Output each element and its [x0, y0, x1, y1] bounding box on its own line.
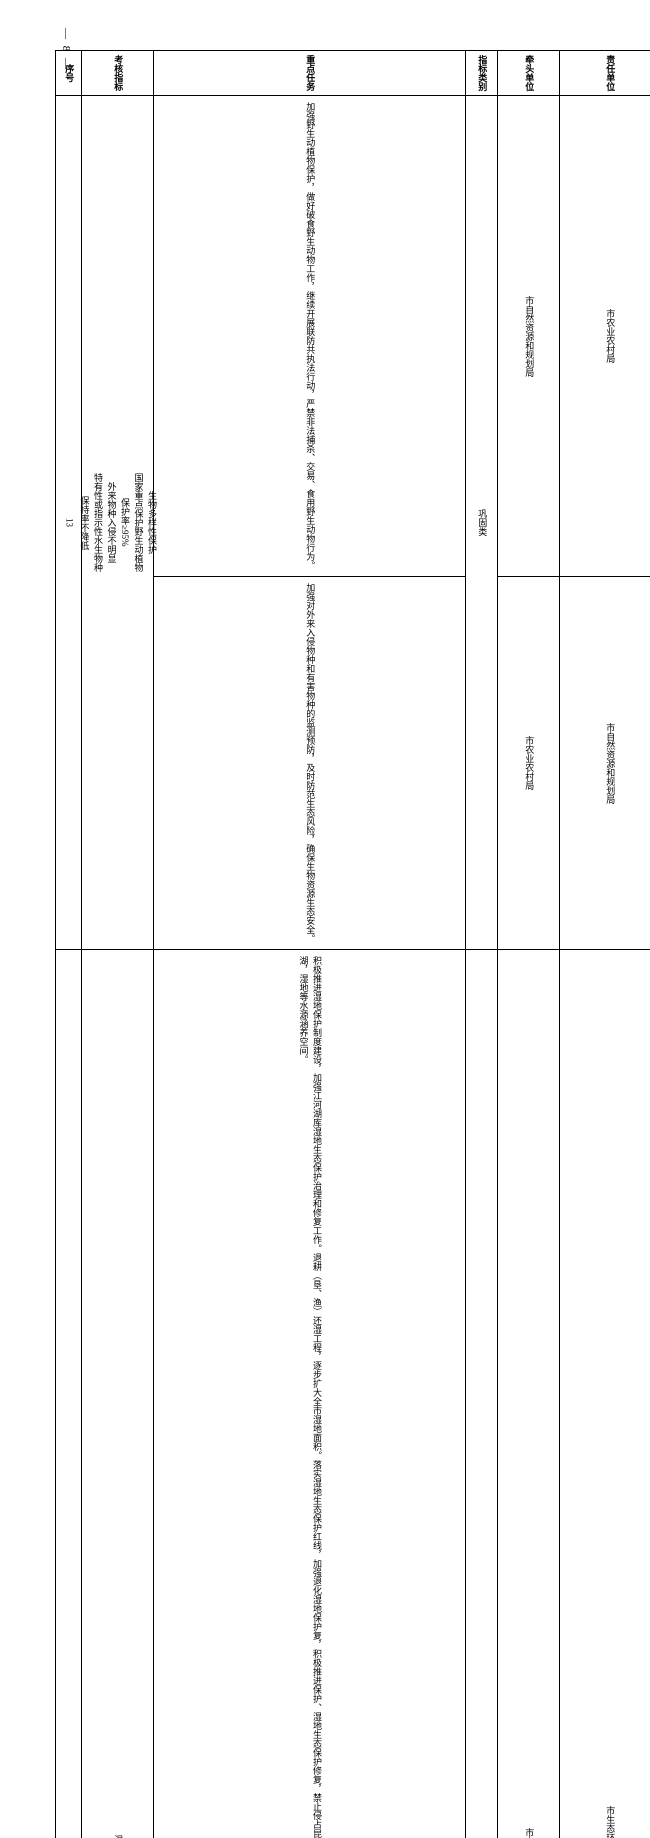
header-task: 重点任务: [154, 51, 466, 96]
header-resp: 责任单位: [560, 51, 650, 96]
cell-resp: 市生态环境局，市水利和湖泊局: [560, 950, 650, 1838]
cell-resp: 市自然资源和规划局: [560, 577, 650, 950]
table-header-row: 序号 考核指标 重点任务 指标类别 牵头单位 责任单位: [56, 51, 650, 96]
header-indicator: 考核指标: [82, 51, 154, 96]
cell-lead: 市自然资源和规划局: [498, 96, 560, 577]
header-lead: 牵头单位: [498, 51, 560, 96]
page-number: — 8 —: [60, 28, 72, 71]
table-row: 14 湿地保护率≥30% 积极推进湿地保护制度建设，加强江河湖库湿地生态保护治理…: [56, 950, 650, 1838]
cell-type: 巩固类: [466, 950, 498, 1838]
cell-indicator: 湿地保护率≥30%: [82, 950, 154, 1838]
cell-lead: 市农业农村局: [498, 577, 560, 950]
cell-resp: 市农业农村局: [560, 96, 650, 577]
cell-task: 积极推进湿地保护制度建设，加强江河湖库湿地生态保护治理和修复工作。退耕（垦、渔）…: [154, 950, 466, 1838]
cell-task: 加强对外来入侵物种和有害物种的监测预防，及时防范生态风险，确保生物资源生态安全。: [154, 577, 466, 950]
cell-indicator: 生物多样性保护 国家重点保护野生动植物 保护率≥95% 外来物种入侵不明显 特有…: [82, 96, 154, 950]
cell-task: 加强野生动植物保护，做好破食野生动物工作，继续开展联防共执法行动，严禁非法捕杀、…: [154, 96, 466, 577]
cell-type: 巩固类: [466, 96, 498, 950]
header-type: 指标类别: [466, 51, 498, 96]
policy-table: 序号 考核指标 重点任务 指标类别 牵头单位 责任单位 13 生物多样性保护 国…: [55, 50, 650, 1838]
cell-seq: 14: [56, 950, 82, 1838]
cell-lead: 市自然资源和规划局: [498, 950, 560, 1838]
table-row: 13 生物多样性保护 国家重点保护野生动植物 保护率≥95% 外来物种入侵不明显…: [56, 96, 650, 577]
